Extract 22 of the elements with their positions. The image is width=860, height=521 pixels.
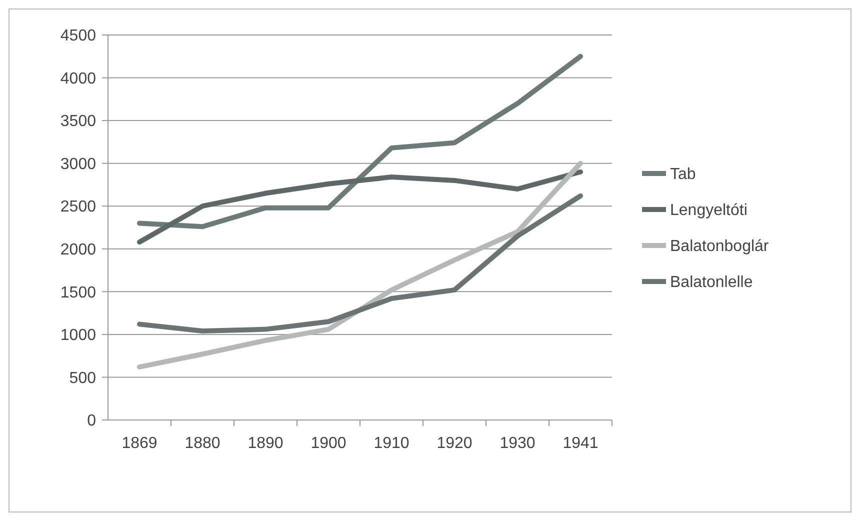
legend-label: Balatonboglár (670, 238, 770, 256)
y-tick-label: 2500 (60, 198, 96, 216)
x-tick-label: 1890 (248, 435, 284, 452)
y-tick-label: 4000 (60, 70, 96, 88)
legend-label: Tab (670, 166, 696, 184)
x-tick-label: 1900 (310, 435, 346, 452)
y-tick-label: 3500 (60, 113, 96, 130)
y-tick-label: 1000 (60, 327, 96, 344)
y-tick-label: 4500 (60, 28, 96, 45)
y-tick-label: 500 (69, 370, 96, 387)
x-tick-label: 1869 (122, 435, 158, 452)
legend-label: Lengyeltóti (670, 202, 748, 220)
y-tick-label: 1500 (60, 284, 96, 302)
y-tick-label: 0 (87, 412, 96, 430)
x-tick-label: 1930 (500, 435, 536, 452)
x-tick-label: 1910 (374, 435, 410, 452)
x-tick-label: 1920 (436, 435, 472, 452)
x-tick-label: 1880 (184, 435, 220, 452)
y-tick-label: 2000 (60, 241, 96, 258)
x-tick-label: 1941 (562, 435, 598, 452)
y-tick-label: 3000 (60, 156, 96, 173)
legend-label: Balatonlelle (670, 274, 753, 292)
